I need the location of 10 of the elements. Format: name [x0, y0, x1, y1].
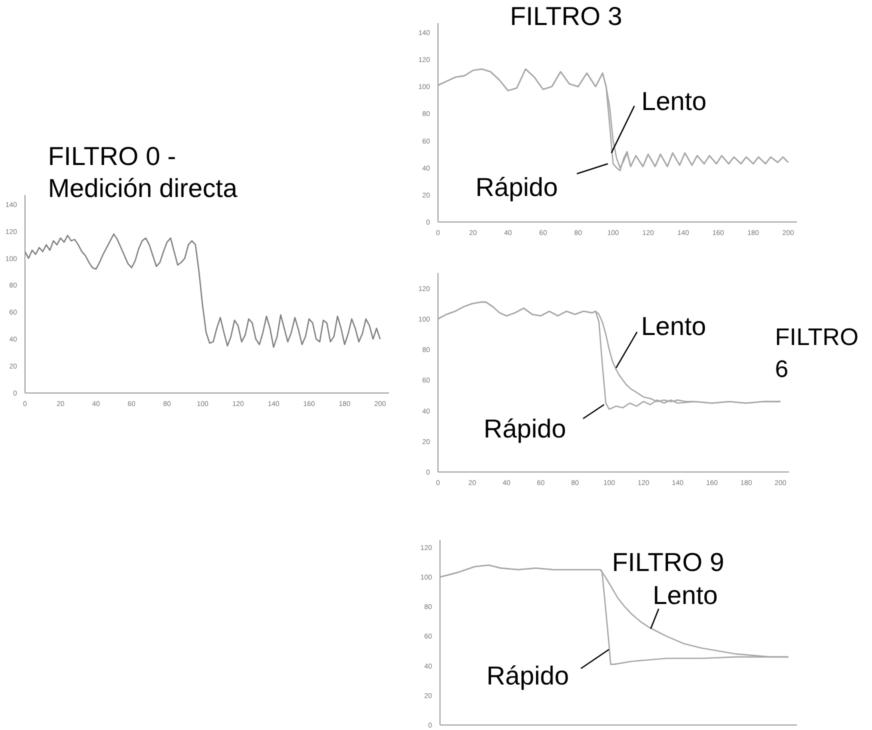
chart-title: FILTRO 3 [510, 0, 624, 32]
chart-title: FILTRO 9 [612, 546, 726, 578]
annotation: Lento [641, 310, 706, 341]
chart-title: FILTRO 0 - Medición directa [48, 140, 238, 204]
annotation: Lento [652, 580, 718, 610]
annotation: Lento [641, 86, 706, 116]
annotation: Rápido [484, 414, 566, 444]
annotation: Rápido [486, 660, 569, 691]
text: FILTRO 6 [775, 323, 860, 385]
annotation: Rápido [475, 172, 558, 202]
